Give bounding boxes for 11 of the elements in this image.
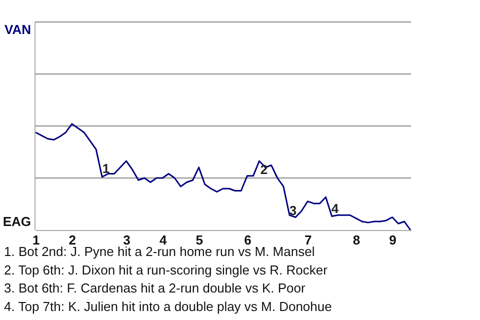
text: 3. Bot 6th: F. Cardenas hit a 2-run double vs K. Poor: [4, 280, 306, 296]
text: 2. Top 6th: J. Dixon hit a run-scoring single vs R. Rocker: [4, 262, 328, 278]
text: 4. Top 7th: K. Julien hit into a double play vs M. Donohue: [4, 298, 332, 314]
annotation: 3: [289, 203, 297, 218]
x-tick-label: 9: [389, 232, 396, 248]
text: VAN: [4, 22, 31, 37]
annotation: 1: [102, 161, 110, 176]
annotation: 2: [260, 162, 268, 177]
x-tick-label: 8: [352, 232, 360, 248]
annotation: 4: [331, 201, 340, 216]
text: EAG: [2, 214, 31, 229]
